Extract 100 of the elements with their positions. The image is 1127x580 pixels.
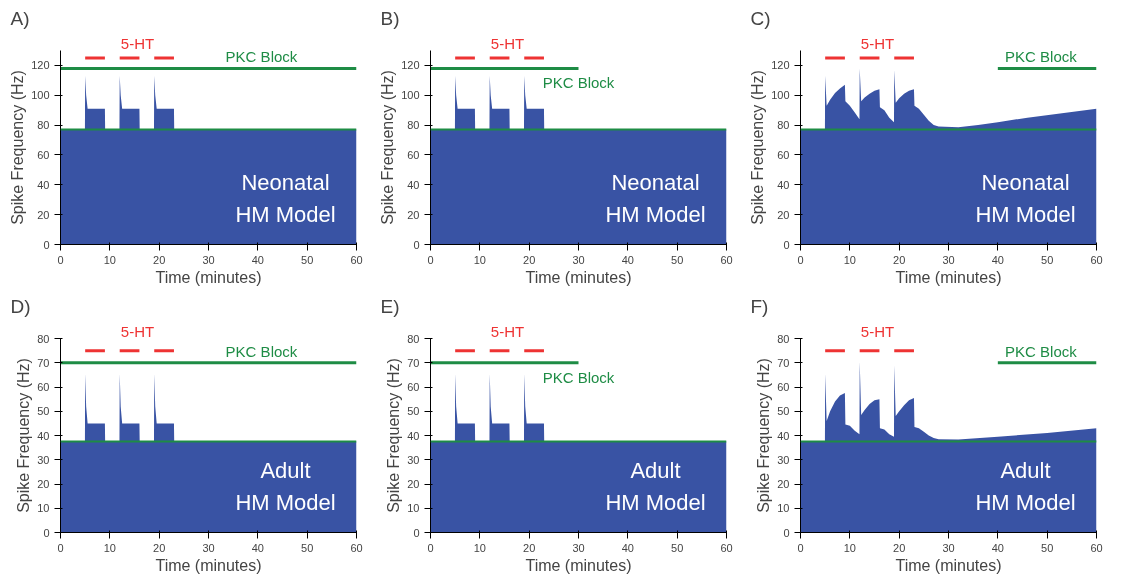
x-tick-label: 40: [621, 253, 634, 266]
y-tick-label: 20: [407, 478, 420, 490]
x-axis-title: Time (minutes): [155, 556, 262, 574]
y-tick-label: 100: [771, 89, 790, 102]
x-tick-label: 0: [57, 253, 64, 266]
y-tick-label: 0: [783, 238, 790, 251]
y-tick-label: 80: [777, 332, 790, 345]
x-tick-label: 30: [202, 541, 215, 554]
y-tick-label: 10: [407, 502, 420, 515]
y-axis-title: Spike Frequency (Hz): [379, 70, 397, 225]
annotation: HM Model: [975, 201, 1076, 227]
x-tick-label: 10: [103, 253, 116, 266]
series-label: PKC Block: [1005, 342, 1078, 360]
y-tick-label: 60: [407, 381, 420, 393]
annotation: HM Model: [975, 489, 1076, 515]
y-tick-label: 80: [37, 332, 50, 345]
annotation: Neonatal: [241, 169, 330, 195]
x-tick-label: 20: [893, 541, 906, 554]
series-label: PKC Block: [1005, 48, 1078, 66]
x-tick-label: 10: [473, 541, 486, 554]
x-tick-label: 40: [251, 253, 264, 266]
series-label: PKC Block: [542, 74, 615, 92]
series-label: 5-HT: [120, 34, 155, 52]
annotation: HM Model: [605, 201, 706, 227]
y-axis-title: Spike Frequency (Hz): [15, 358, 33, 513]
x-tick-label: 20: [523, 253, 536, 266]
annotation: HM Model: [235, 201, 336, 227]
y-tick-label: 120: [401, 59, 420, 72]
x-tick-label: 20: [893, 253, 906, 266]
y-tick-label: 60: [37, 381, 50, 393]
y-tick-label: 20: [407, 208, 420, 221]
series-label: PKC Block: [542, 368, 615, 386]
x-tick-label: 30: [572, 541, 585, 554]
series-label: 5-HT: [490, 34, 525, 52]
y-tick-label: 40: [777, 178, 790, 191]
x-axis-title: Time (minutes): [155, 268, 262, 286]
series-label: 5-HT: [120, 322, 155, 340]
series-label: PKC Block: [225, 48, 298, 66]
y-tick-label: 20: [777, 208, 790, 221]
y-tick-label: 40: [777, 429, 790, 442]
x-tick-label: 0: [57, 541, 64, 554]
x-tick-label: 60: [1090, 253, 1103, 266]
x-tick-label: 0: [427, 541, 434, 554]
y-tick-label: 40: [37, 178, 50, 191]
x-tick-label: 30: [202, 253, 215, 266]
x-tick-label: 0: [427, 253, 434, 266]
y-tick-label: 30: [407, 453, 420, 466]
annotation: Adult: [630, 457, 681, 483]
x-tick-label: 20: [523, 541, 536, 554]
chart-title: C): [750, 7, 771, 29]
x-tick-label: 40: [991, 541, 1004, 554]
x-tick-label: 50: [671, 253, 684, 266]
x-tick-label: 30: [942, 253, 955, 266]
y-tick-label: 80: [37, 119, 50, 132]
y-tick-label: 50: [777, 405, 790, 418]
y-axis-title: Spike Frequency (Hz): [755, 358, 773, 513]
annotation: Adult: [1000, 457, 1051, 483]
y-tick-label: 80: [407, 332, 420, 345]
x-tick-label: 40: [251, 541, 264, 554]
y-tick-label: 10: [777, 502, 790, 515]
x-tick-label: 10: [843, 541, 856, 554]
y-tick-label: 20: [37, 208, 50, 221]
y-tick-label: 30: [777, 453, 790, 466]
x-axis-title: Time (minutes): [895, 268, 1002, 286]
y-tick-label: 100: [401, 89, 420, 102]
y-tick-label: 70: [407, 356, 420, 369]
x-tick-label: 40: [621, 541, 634, 554]
y-tick-label: 50: [407, 405, 420, 418]
y-tick-label: 80: [407, 119, 420, 132]
x-tick-label: 50: [1041, 253, 1054, 266]
x-tick-label: 60: [350, 253, 363, 266]
x-tick-label: 30: [942, 541, 955, 554]
chart-title: D): [10, 295, 31, 317]
x-tick-label: 50: [1041, 541, 1054, 554]
x-tick-label: 50: [671, 541, 684, 554]
y-tick-label: 0: [413, 526, 420, 539]
x-tick-label: 20: [153, 541, 166, 554]
y-axis-title: Spike Frequency (Hz): [9, 70, 27, 225]
y-tick-label: 0: [413, 238, 420, 251]
y-tick-label: 70: [777, 356, 790, 369]
x-tick-label: 60: [720, 541, 733, 554]
x-tick-label: 0: [797, 541, 804, 554]
y-axis-title: Spike Frequency (Hz): [749, 70, 767, 225]
annotation: HM Model: [235, 489, 336, 515]
y-tick-label: 0: [783, 526, 790, 539]
series-label: 5-HT: [490, 322, 525, 340]
x-tick-label: 0: [797, 253, 804, 266]
y-tick-label: 0: [43, 526, 50, 539]
y-tick-label: 60: [407, 148, 420, 161]
annotation: Neonatal: [981, 169, 1070, 195]
series-label: PKC Block: [225, 342, 298, 360]
y-tick-label: 70: [37, 356, 50, 369]
x-tick-label: 60: [720, 253, 733, 266]
y-tick-label: 0: [43, 238, 50, 251]
x-axis-title: Time (minutes): [895, 556, 1002, 574]
y-tick-label: 120: [771, 59, 790, 72]
chart-title: A): [10, 7, 30, 29]
annotation: Neonatal: [611, 169, 700, 195]
y-tick-label: 120: [31, 59, 50, 72]
x-tick-label: 60: [350, 541, 363, 554]
